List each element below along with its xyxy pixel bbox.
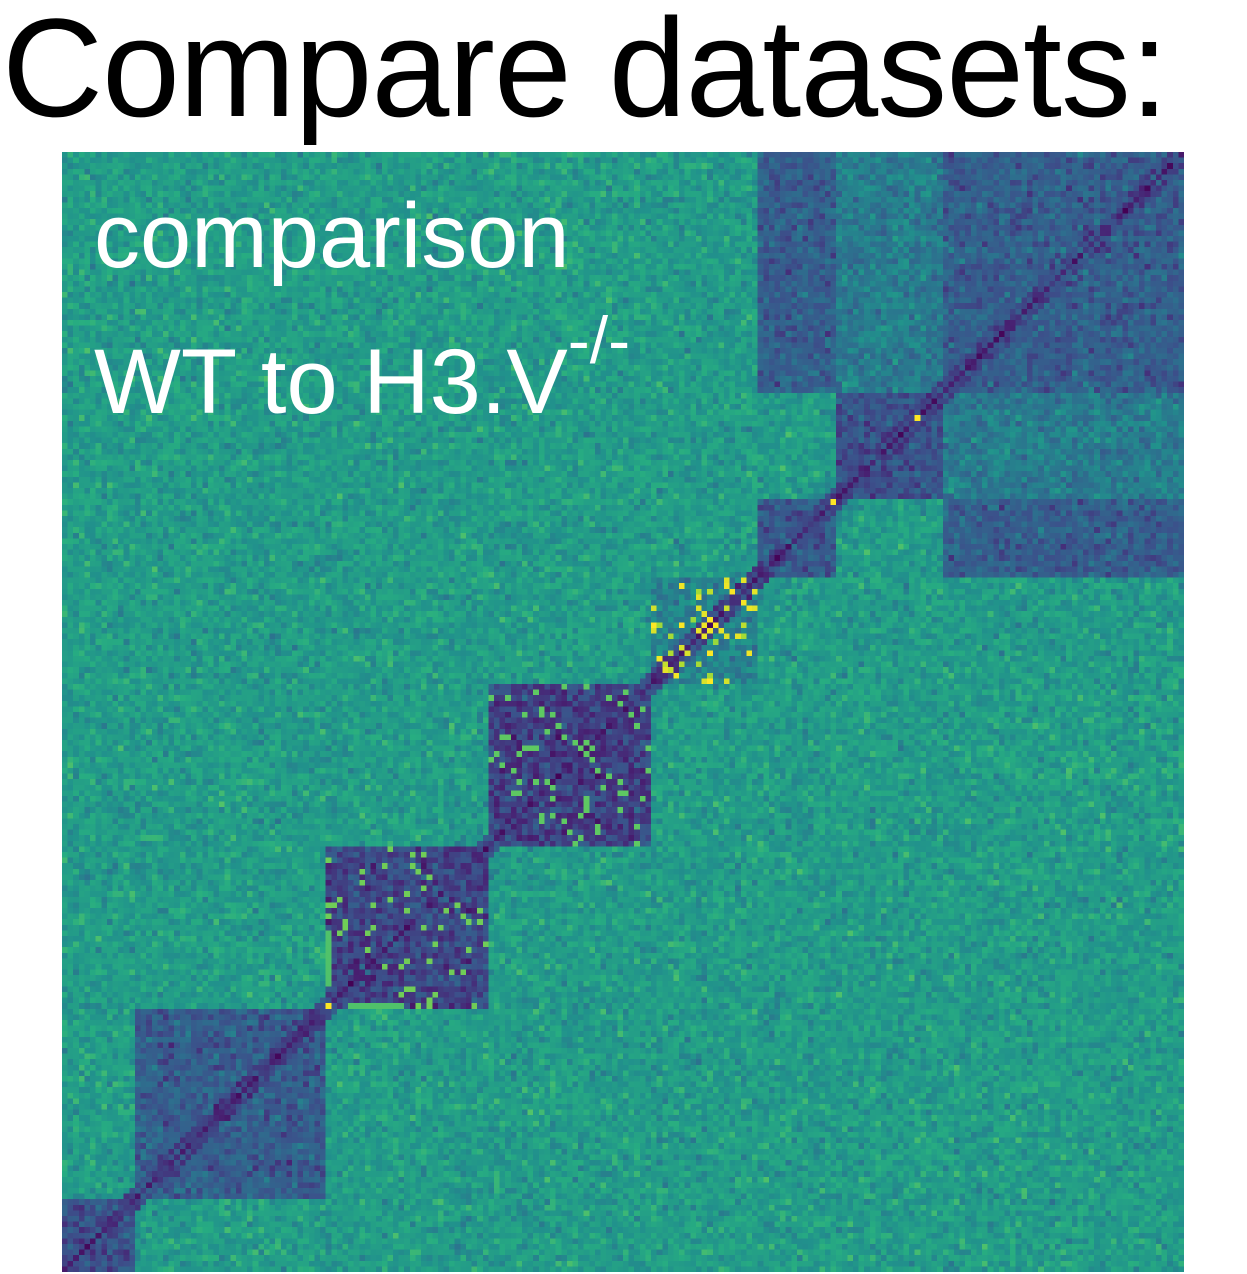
heatmap <box>62 152 1184 1272</box>
page-title: Compare datasets: <box>2 0 1169 146</box>
comparison-subject-superscript: -/- <box>567 303 631 377</box>
comparison-subject-main: WT to H3.V <box>94 331 568 433</box>
heatmap-canvas <box>62 152 1184 1272</box>
comparison-subject-label: WT to H3.V-/- <box>94 307 630 433</box>
comparison-label: comparison <box>94 185 570 287</box>
